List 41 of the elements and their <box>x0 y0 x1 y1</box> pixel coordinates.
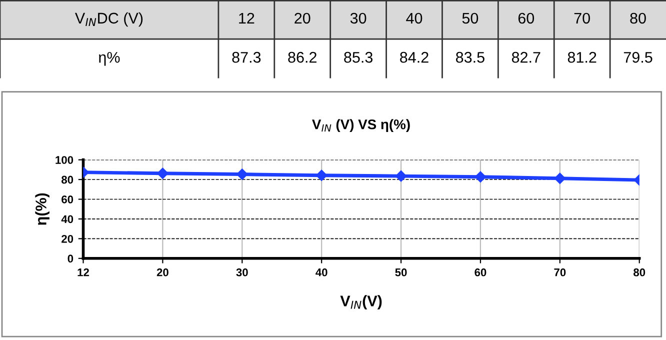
category-label: 50 <box>462 12 478 24</box>
y-axis-title: η(%) <box>35 193 50 225</box>
y-tick-label: 60 <box>62 196 74 204</box>
x-tick-label: 50 <box>395 268 407 276</box>
x-tick-label: 12 <box>78 268 89 276</box>
x-axis-title: V$_{IN}$(V) <box>340 295 382 310</box>
category-label: 60 <box>518 12 534 24</box>
category-label: 70 <box>574 12 590 24</box>
x-tick-label: 60 <box>474 268 486 276</box>
category-label: 80 <box>630 12 646 24</box>
x-tick-label: 20 <box>156 268 168 276</box>
category-label: 12 <box>239 12 254 24</box>
point <box>554 172 566 184</box>
y-tick-label: 40 <box>61 215 74 224</box>
data-label: 86.2 <box>288 52 316 63</box>
data-label: 83.5 <box>456 52 484 63</box>
point <box>157 168 168 180</box>
y-tick-label: 0 <box>68 254 74 263</box>
chart-title: V$_{IN}$ (V) VS η(%) <box>312 119 410 132</box>
category-label: 30 <box>350 12 366 24</box>
x-tick-label: 40 <box>316 268 328 276</box>
text: η% <box>98 52 120 66</box>
data-label: 82.7 <box>512 52 540 63</box>
text: V$_{IN}$DC (V) <box>74 12 143 27</box>
x-tick-label: 30 <box>236 268 248 276</box>
data-label: 79.5 <box>624 52 652 63</box>
point <box>395 170 407 182</box>
x-tick-label: 70 <box>554 268 566 276</box>
data-label: 81.2 <box>568 52 596 63</box>
x-tick-label: 80 <box>634 268 646 276</box>
data-label: 87.3 <box>232 52 261 63</box>
y-tick-label: 100 <box>56 156 74 164</box>
y-tick-label: 20 <box>62 234 74 243</box>
category-label: 20 <box>294 12 310 24</box>
category-label: 40 <box>406 12 422 24</box>
point <box>316 170 328 181</box>
point <box>236 168 248 180</box>
point <box>474 171 486 182</box>
data-label: 85.3 <box>344 52 373 63</box>
y-tick-label: 80 <box>62 176 74 184</box>
data-label: 84.2 <box>400 52 428 63</box>
